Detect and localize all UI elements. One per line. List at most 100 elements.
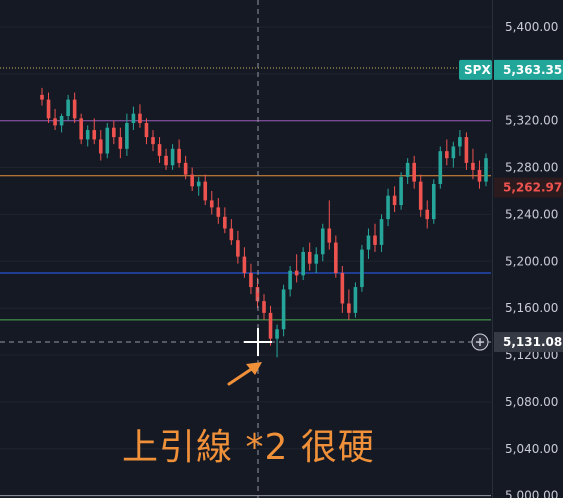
candle-38: [288, 265, 292, 297]
candle-20: [170, 144, 175, 170]
candle-31: [242, 247, 247, 278]
candle-body-49: [360, 249, 364, 288]
candle-19: [164, 148, 168, 170]
candles: [40, 87, 488, 358]
candle-14: [131, 106, 136, 131]
candle-body-59: [425, 209, 430, 220]
candle-29: [229, 219, 234, 245]
candle-body-45: [334, 242, 338, 274]
price-axis: 5,000.005,040.005,080.005,120.005,160.00…: [505, 20, 558, 498]
candle-body-24: [196, 181, 201, 187]
candle-body-39: [294, 270, 299, 276]
candle-body-38: [288, 270, 292, 290]
candle-61: [438, 146, 443, 189]
candle-18: [157, 137, 162, 163]
candle-39: [294, 254, 299, 283]
candle-body-64: [458, 137, 462, 147]
candle-24: [196, 176, 201, 196]
candle-body-55: [399, 176, 403, 206]
candle-body-19: [164, 155, 168, 166]
candle-body-37: [281, 289, 286, 330]
candle-10: [105, 123, 110, 159]
candle-body-60: [431, 183, 436, 220]
candle-2: [53, 108, 57, 131]
candle-16: [144, 118, 149, 145]
candle-body-65: [464, 137, 469, 163]
candle-8: [92, 118, 97, 145]
candle-body-57: [412, 162, 416, 182]
candle-body-52: [379, 219, 384, 245]
candle-15: [138, 104, 142, 128]
candle-5: [72, 92, 77, 124]
candle-67: [477, 160, 482, 189]
candle-54: [392, 186, 397, 213]
ticker-badge-text: SPX: [464, 63, 491, 77]
candle-7: [85, 125, 90, 147]
candle-body-50: [366, 235, 371, 250]
y-tick-label-1: 5,040.00: [505, 442, 558, 456]
candle-35: [268, 305, 273, 346]
candle-body-63: [451, 146, 456, 159]
candle-body-26: [209, 200, 214, 208]
candle-6: [79, 113, 83, 145]
ticker-badge: [459, 59, 492, 80]
candle-34: [262, 294, 266, 320]
candle-body-46: [340, 273, 345, 304]
candle-44: [327, 200, 332, 250]
candle-45: [334, 235, 338, 278]
candle-body-53: [386, 195, 390, 220]
candle-21: [177, 139, 181, 168]
candle-4: [66, 94, 70, 121]
candle-body-11: [112, 127, 116, 138]
price-badge-0: [494, 59, 563, 80]
candle-60: [431, 179, 436, 224]
candle-body-48: [353, 287, 358, 313]
y-tick-label-7: 5,280.00: [505, 161, 558, 175]
candle-51: [373, 223, 377, 252]
candle-23: [190, 167, 194, 191]
candle-body-36: [275, 329, 279, 339]
candle-body-9: [98, 139, 103, 154]
candle-body-51: [373, 235, 377, 245]
candle-48: [353, 282, 358, 318]
candle-13: [125, 113, 129, 156]
candle-65: [464, 132, 469, 170]
candle-body-32: [249, 273, 253, 288]
candle-body-5: [72, 99, 77, 119]
candle-26: [209, 190, 214, 215]
candle-body-12: [118, 137, 123, 149]
y-tick-label-0: 5,000.00: [505, 489, 558, 498]
candle-body-20: [170, 148, 175, 166]
candle-63: [451, 141, 456, 168]
candle-body-44: [327, 228, 332, 243]
y-tick-label-4: 5,160.00: [505, 301, 558, 315]
candle-body-43: [320, 228, 325, 255]
candle-body-33: [255, 287, 260, 302]
candle-43: [320, 223, 325, 262]
y-tick-label-8: 5,320.00: [505, 114, 558, 128]
candle-52: [379, 214, 384, 252]
price-badge-1: [494, 177, 563, 198]
candle-53: [386, 188, 390, 227]
candle-33: [255, 277, 260, 309]
candle-55: [399, 172, 403, 210]
y-tick-label-2: 5,080.00: [505, 395, 558, 409]
crosshair-price-label: 5,131.08: [503, 335, 562, 349]
candle-body-18: [157, 144, 162, 156]
candle-56: [405, 158, 410, 184]
candle-68: [484, 153, 488, 187]
annotation-text: 上引線 *2 很硬: [122, 427, 375, 468]
price-badges: SPX 5,363.35 5,262.97: [459, 59, 563, 198]
candle-body-67: [477, 169, 482, 182]
candle-64: [458, 130, 462, 156]
candle-62: [445, 139, 449, 166]
candle-body-10: [105, 127, 110, 154]
candle-body-29: [229, 228, 234, 241]
candle-66: [471, 148, 475, 180]
candle-body-35: [268, 312, 273, 339]
candle-body-17: [151, 137, 155, 145]
candle-9: [98, 130, 103, 161]
